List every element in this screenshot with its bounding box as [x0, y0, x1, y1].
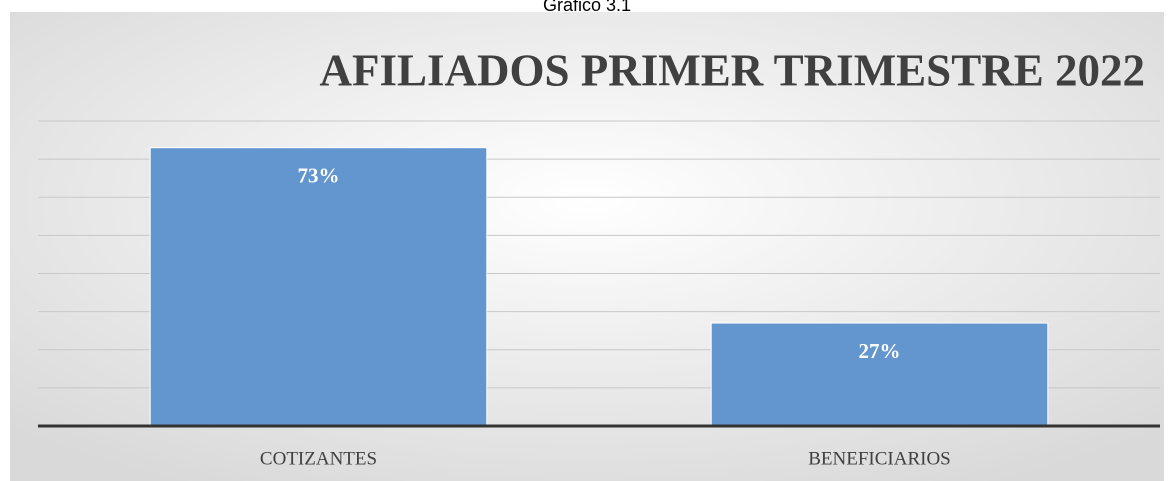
data-label: 27% [859, 339, 901, 363]
bar [710, 322, 1049, 427]
x-tick-label: BENEFICIARIOS [808, 448, 951, 469]
caption: Gráfico 3.1 [543, 0, 631, 15]
bar [149, 147, 488, 427]
chart-title: AFILIADOS PRIMER TRIMESTRE 2022 [319, 45, 1145, 95]
data-label: 73% [298, 164, 340, 188]
x-tick-label: COTIZANTES [260, 448, 377, 469]
